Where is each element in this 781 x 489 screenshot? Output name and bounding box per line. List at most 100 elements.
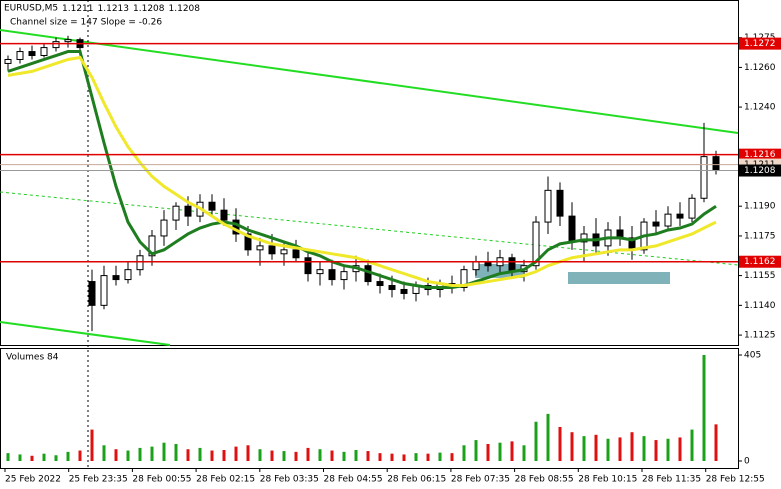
volume-bar: [66, 451, 70, 461]
volume-bar: [390, 453, 394, 461]
volume-bar: [186, 449, 190, 461]
candle-body: [532, 221, 540, 267]
volume-tick-label: 0: [744, 457, 750, 467]
candle-body: [16, 51, 24, 60]
volume-bar: [198, 447, 202, 461]
volume-bar: [294, 451, 298, 461]
bid-label-bg: [739, 164, 781, 177]
level-label-bg: [739, 37, 781, 50]
symbol: EURUSD,M5: [4, 4, 58, 14]
volume-bar: [222, 450, 226, 461]
volume-bar: [510, 441, 514, 461]
candle-body: [124, 269, 132, 281]
ohlc-value: 1.1208: [169, 4, 201, 14]
volume-bar: [534, 421, 538, 461]
candle-body: [52, 41, 60, 49]
candle-body: [148, 235, 156, 257]
bid-label: 1.1208: [744, 166, 776, 176]
channel-line: [0, 191, 739, 266]
candle-body: [316, 269, 324, 275]
candle-body: [256, 245, 264, 251]
x-tick-label: 28 Feb 02:15: [196, 475, 255, 485]
volume-bar: [150, 446, 154, 461]
volume-bar: [450, 453, 454, 461]
y-tick-label: 1.1125: [744, 331, 776, 341]
volume-bar: [462, 445, 466, 461]
volume-bar: [606, 438, 610, 461]
volume-bar: [102, 445, 106, 461]
volume-bar: [378, 453, 382, 461]
volume-bar: [582, 436, 586, 461]
volume-bar: [594, 434, 598, 461]
volume-bar: [90, 429, 94, 461]
trend-line: [0, 29, 739, 134]
ohlc-value: 1.1213: [98, 4, 130, 14]
candle-body: [508, 257, 516, 273]
volume-bar: [282, 451, 286, 461]
volume-bar: [498, 442, 502, 461]
volume-bar: [414, 453, 418, 461]
candle-body: [544, 189, 552, 223]
volume-bar: [210, 450, 214, 461]
candle-body: [304, 257, 312, 275]
level-label-bg: [739, 255, 781, 268]
x-tick-label: 28 Feb 10:15: [578, 475, 637, 485]
candle-body: [280, 249, 288, 255]
volume-tick-label: 405: [744, 351, 761, 361]
volume-bar: [318, 449, 322, 461]
y-tick-label: 1.1190: [744, 202, 776, 212]
volume-bar: [570, 432, 574, 461]
x-tick-label: 28 Feb 11:35: [642, 475, 701, 485]
volume-bar: [486, 443, 490, 461]
candle-body: [328, 269, 336, 281]
y-tick-label: 1.1240: [744, 103, 776, 113]
volume-bar: [18, 454, 22, 461]
volume-bar: [714, 424, 718, 461]
volume-bar: [78, 450, 82, 461]
candle-body: [400, 288, 408, 294]
volume-bar: [270, 450, 274, 461]
candle-body: [556, 189, 564, 217]
candle-body: [88, 281, 96, 306]
x-tick-label: 28 Feb 04:55: [324, 475, 383, 485]
volume-bar: [366, 451, 370, 461]
candle-body: [700, 156, 708, 199]
candle-body: [460, 269, 468, 289]
candle-body: [472, 261, 480, 271]
candle-body: [340, 271, 348, 281]
volume-bar: [330, 450, 334, 461]
candle-body: [580, 233, 588, 243]
volume-bar: [246, 445, 250, 461]
volume-bar: [42, 453, 46, 461]
candle-body: [676, 213, 684, 219]
volume-bar: [474, 440, 478, 461]
indicator: Channel size = 147 Slope = -0.26: [10, 18, 162, 28]
trend-line: [0, 321, 171, 346]
level-label: 1.1272: [744, 39, 776, 49]
volume-bar: [138, 447, 142, 461]
x-tick-label: 28 Feb 07:35: [451, 475, 510, 485]
volume-bar: [114, 449, 118, 461]
level-label: 1.1162: [744, 257, 776, 267]
candle-body: [376, 281, 384, 287]
volume-bar: [258, 449, 262, 461]
candle-body: [172, 205, 180, 221]
volume-bar: [426, 453, 430, 461]
volume-bar: [558, 426, 562, 461]
candle-body: [28, 51, 36, 57]
volume-bar: [342, 451, 346, 461]
candle-body: [688, 197, 696, 219]
candle-body: [40, 47, 48, 57]
volume-bar: [522, 445, 526, 461]
volume-bar: [618, 437, 622, 461]
volume-bar: [54, 455, 58, 461]
candle-body: [136, 255, 144, 271]
x-tick-label: 25 Feb 2022: [5, 475, 61, 485]
volume-bar: [162, 442, 166, 461]
candle-body: [4, 58, 12, 64]
volume-bar: [30, 455, 34, 461]
volume-bar: [6, 453, 10, 461]
candle-body: [664, 213, 672, 227]
